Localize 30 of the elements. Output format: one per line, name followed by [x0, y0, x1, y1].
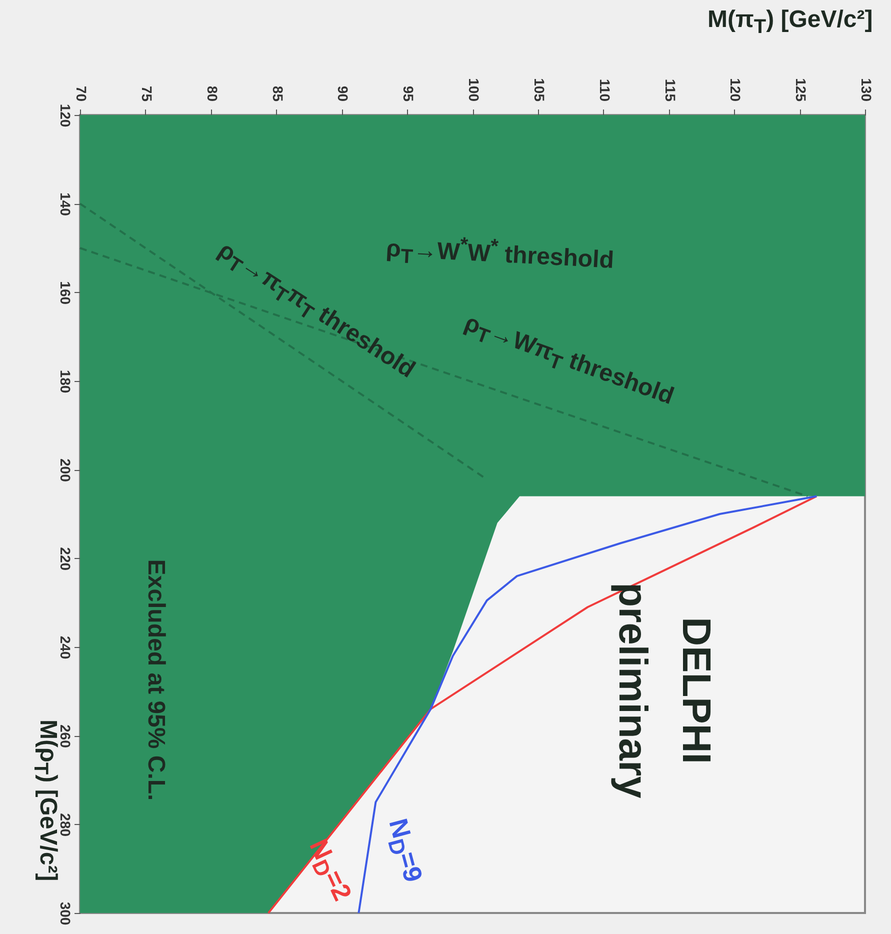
line-series: [358, 495, 818, 914]
x-tick-label: 80: [204, 86, 220, 102]
x-tick-label: 110: [596, 78, 613, 102]
x-tick-label: 105: [531, 78, 548, 102]
annotation: Excluded at 95% C.L.: [141, 559, 170, 801]
x-tick-label: 70: [74, 86, 90, 102]
x-axis-title: M(π$_{T}$) [GeV/c²]: [708, 6, 873, 38]
x-tick-label: 120: [728, 78, 744, 102]
x-tick-label: 125: [793, 78, 810, 102]
annotation: ρ$_{T}$→W$^{*}$W$^{*}$ threshold: [385, 232, 615, 276]
y-tick-label: 300: [58, 902, 74, 926]
x-tick-label: 115: [662, 78, 678, 102]
y-tick-label: 180: [58, 370, 74, 394]
annotation: preliminary: [609, 582, 654, 798]
y-tick-label: 280: [58, 813, 74, 837]
annotation: DELPHI: [672, 616, 718, 764]
x-tick-label: 130: [858, 78, 874, 102]
y-tick-label: 240: [58, 636, 74, 660]
x-tick-label: 95: [400, 86, 417, 102]
line-series: [267, 495, 818, 914]
y-tick-label: 120: [58, 104, 74, 128]
x-tick-label: 100: [466, 78, 482, 102]
x-tick-label: 75: [138, 86, 155, 102]
y-tick-label: 140: [58, 192, 74, 216]
y-tick-label: 200: [58, 458, 74, 482]
x-tick-label: 85: [270, 86, 286, 102]
y-tick-label: 160: [58, 281, 74, 305]
y-tick-label: 220: [58, 547, 74, 571]
y-tick-label: 260: [58, 724, 74, 748]
x-tick-label: 90: [335, 86, 352, 102]
